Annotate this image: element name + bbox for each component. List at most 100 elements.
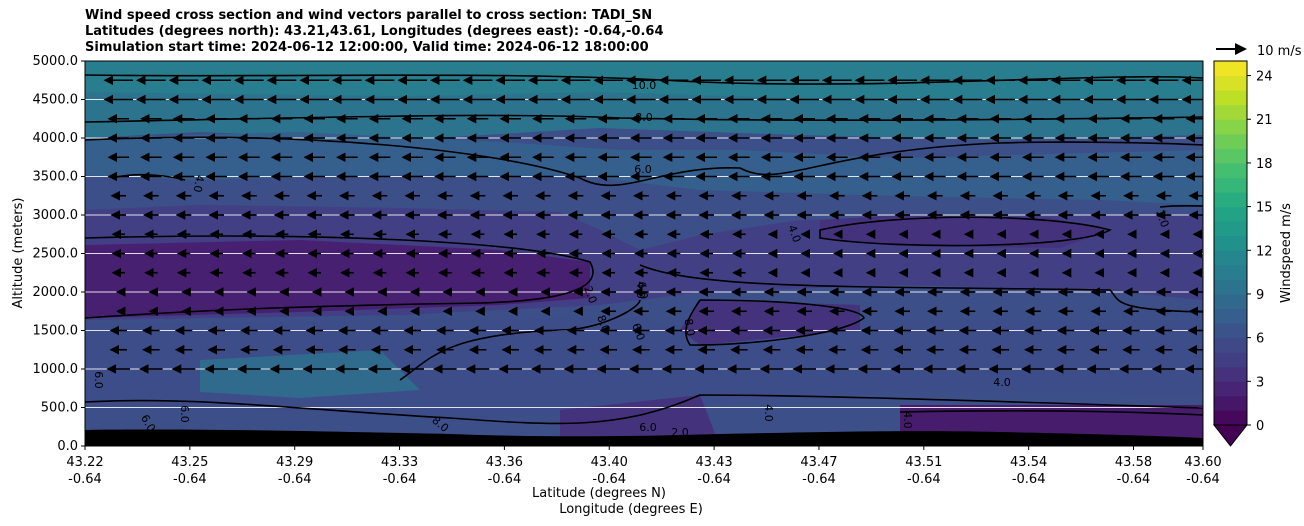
x-axis-label-lon: Longitude (degrees E) [559, 502, 703, 517]
colorbar-segment [1214, 162, 1247, 178]
colorbar-segment [1214, 395, 1247, 411]
colorbar-segment [1214, 75, 1247, 91]
colorbar-tick-label: 18 [1256, 157, 1273, 172]
y-tick-label: 2000.0 [33, 285, 79, 300]
x-tick-label-lon: -0.64 [907, 472, 941, 487]
contour-line [639, 264, 1203, 313]
colorbar-segment [1214, 250, 1247, 266]
y-tick-label: 5000.0 [33, 54, 79, 69]
quiver-key-label: 10 m/s [1257, 44, 1302, 59]
contour-line [685, 299, 865, 346]
contour-label: 10.0 [632, 79, 657, 92]
colorbar-frame [1213, 60, 1248, 426]
chart-title-line-1: Wind speed cross section and wind vector… [85, 8, 653, 23]
colorbar-tick-label: 0 [1256, 419, 1264, 434]
contour-lines [85, 74, 1203, 425]
colorbar-segment [1214, 279, 1247, 295]
colorbar-segment [1214, 90, 1247, 106]
fill-band [85, 240, 590, 318]
x-tick-label-lat: 43.58 [1115, 455, 1152, 470]
contour-label: 6.0 [635, 281, 651, 300]
colorbar-segment [1214, 148, 1247, 164]
contour-label: 2.0 [1153, 208, 1171, 229]
x-tick-label-lon: -0.64 [383, 472, 417, 487]
contour-line [899, 409, 1203, 416]
x-axis: 43.22 -0.64 43.25 -0.64 43.29 -0.64 43.33 -0.64… [66, 446, 1222, 487]
colorbar-tick-label: 24 [1256, 70, 1273, 85]
x-tick-label-lat: 43.22 [66, 455, 103, 470]
colorbar-label: Windspeed m/s [1279, 203, 1294, 303]
colorbar-tick-label: 21 [1256, 113, 1273, 128]
contour-label: 4.0 [993, 376, 1011, 389]
colorbar-segment [1214, 352, 1247, 368]
colorbar-tick-label: 9 [1256, 288, 1264, 303]
fill-band [85, 132, 1203, 205]
contour-line [116, 173, 186, 181]
colorbar-extend [1212, 424, 1249, 447]
y-tick-label: 3500.0 [33, 170, 79, 185]
y-axis: 0.0 500.0 1000.0 1500.0 2000.0 2500.0 3000.0 35… [33, 54, 85, 454]
x-tick-label-lat: 43.40 [591, 455, 628, 470]
x-tick-label-lon: -0.64 [592, 472, 626, 487]
x-tick-label-lat: 43.51 [905, 455, 942, 470]
x-tick-label-lat: 43.47 [800, 455, 837, 470]
contour-label: 6.0 [634, 163, 652, 176]
y-axis-label: Altitude (meters) [11, 198, 26, 309]
colorbar-segment [1214, 366, 1247, 382]
colorbar-segment [1214, 133, 1247, 149]
contour-label: 8.0 [594, 313, 612, 334]
colorbar-segment [1214, 308, 1247, 324]
contour-label: 6.0 [629, 321, 647, 342]
contour-label: 4.0 [634, 281, 647, 299]
colorbar-tick-label: 15 [1256, 201, 1273, 216]
y-tick-label: 1000.0 [33, 362, 79, 377]
contour-label: 4.0 [191, 174, 207, 193]
chart-title-line-3: Simulation start time: 2024-06-12 12:00:… [85, 40, 649, 55]
contour-line [399, 299, 641, 381]
contour-label: 8.0 [635, 111, 653, 124]
colorbar-segment [1214, 119, 1247, 135]
contour-label: 6.0 [178, 405, 191, 423]
x-tick-label-lon: -0.64 [488, 472, 522, 487]
fill-band [900, 405, 1203, 440]
x-tick-label-lat: 43.29 [276, 455, 313, 470]
x-tick-label-lat: 43.54 [1010, 455, 1047, 470]
x-tick-label-lon: -0.64 [697, 472, 731, 487]
colorbar-segment [1214, 381, 1247, 397]
x-tick-label-lon: -0.64 [173, 472, 207, 487]
terrain-shape [85, 429, 1203, 446]
contour-label: 6.0 [639, 421, 657, 434]
x-tick-label-lon: -0.64 [1012, 472, 1046, 487]
x-tick-label-lat: 43.36 [486, 455, 523, 470]
contour-line [1159, 204, 1203, 208]
x-tick-label-lat: 43.33 [381, 455, 418, 470]
contour-label: 8.0 [682, 318, 698, 337]
y-tick-label: 0.0 [57, 439, 78, 454]
contour-label: 6.0 [92, 371, 105, 389]
x-tick-label-lat: 43.43 [695, 455, 732, 470]
colorbar-segment [1214, 337, 1247, 353]
contour-line [85, 74, 1203, 85]
y-tick-label: 500.0 [41, 401, 78, 416]
colorbar-segment [1214, 221, 1247, 237]
x-tick-label-lat: 43.25 [171, 455, 208, 470]
contour-line [85, 235, 594, 319]
colorbar-segment [1214, 410, 1247, 426]
x-tick-label-lon: -0.64 [802, 472, 836, 487]
contour-labels: 10.08.06.04.02.02.04.06.0 8.04.04.04.06.0… [92, 79, 1171, 439]
contour-line [85, 114, 1203, 123]
colorbar-tick-label: 6 [1256, 332, 1264, 347]
contour-line [85, 394, 1203, 425]
colorbar-segment [1214, 61, 1247, 77]
colorbar: 0 3 6 9 12 15 18 21 24 [1212, 60, 1273, 447]
x-tick-label-lon: -0.64 [278, 472, 312, 487]
y-tick-label: 4500.0 [33, 93, 79, 108]
contour-label: 4.0 [762, 404, 775, 422]
y-tick-label: 1500.0 [33, 324, 79, 339]
y-tick-label: 3000.0 [33, 208, 79, 223]
x-axis-label-lat: Latitude (degrees N) [532, 486, 666, 501]
contour-label: 4.0 [901, 411, 914, 429]
colorbar-segment [1214, 264, 1247, 280]
